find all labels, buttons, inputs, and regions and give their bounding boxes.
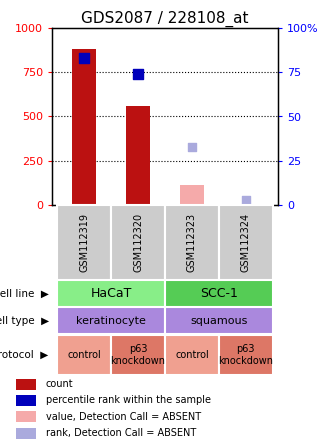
Text: HaCaT: HaCaT	[90, 287, 132, 300]
Point	[135, 71, 141, 78]
Bar	[72, 49, 96, 205]
Text: control: control	[175, 350, 209, 360]
Point	[243, 196, 248, 203]
Bar	[180, 185, 204, 205]
FancyBboxPatch shape	[219, 335, 273, 375]
Bar	[16, 395, 36, 406]
FancyBboxPatch shape	[165, 205, 219, 280]
Text: control: control	[67, 350, 101, 360]
FancyBboxPatch shape	[57, 280, 165, 307]
Point	[189, 144, 195, 151]
Text: p63
knockdown: p63 knockdown	[111, 344, 166, 366]
Point	[82, 55, 87, 62]
Text: GSM112324: GSM112324	[241, 213, 251, 272]
FancyBboxPatch shape	[111, 205, 165, 280]
Text: rank, Detection Call = ABSENT: rank, Detection Call = ABSENT	[46, 428, 196, 438]
FancyBboxPatch shape	[57, 335, 111, 375]
FancyBboxPatch shape	[111, 335, 165, 375]
Bar	[16, 411, 36, 422]
FancyBboxPatch shape	[165, 280, 273, 307]
Text: SCC-1: SCC-1	[200, 287, 238, 300]
Text: percentile rank within the sample: percentile rank within the sample	[46, 396, 211, 405]
Text: p63
knockdown: p63 knockdown	[218, 344, 273, 366]
Text: protocol  ▶: protocol ▶	[0, 350, 49, 360]
Text: cell type  ▶: cell type ▶	[0, 316, 49, 325]
Text: squamous: squamous	[190, 316, 248, 325]
Title: GDS2087 / 228108_at: GDS2087 / 228108_at	[81, 11, 249, 27]
Text: cell line  ▶: cell line ▶	[0, 289, 49, 298]
FancyBboxPatch shape	[165, 307, 273, 334]
Text: GSM112323: GSM112323	[187, 213, 197, 272]
FancyBboxPatch shape	[165, 335, 219, 375]
Text: value, Detection Call = ABSENT: value, Detection Call = ABSENT	[46, 412, 201, 422]
Bar	[126, 106, 150, 205]
Text: GSM112320: GSM112320	[133, 213, 143, 272]
Bar	[16, 428, 36, 439]
Text: keratinocyte: keratinocyte	[76, 316, 146, 325]
Text: count: count	[46, 379, 73, 389]
FancyBboxPatch shape	[219, 205, 273, 280]
FancyBboxPatch shape	[57, 307, 165, 334]
FancyBboxPatch shape	[57, 205, 111, 280]
Bar	[16, 379, 36, 389]
Text: GSM112319: GSM112319	[79, 213, 89, 272]
